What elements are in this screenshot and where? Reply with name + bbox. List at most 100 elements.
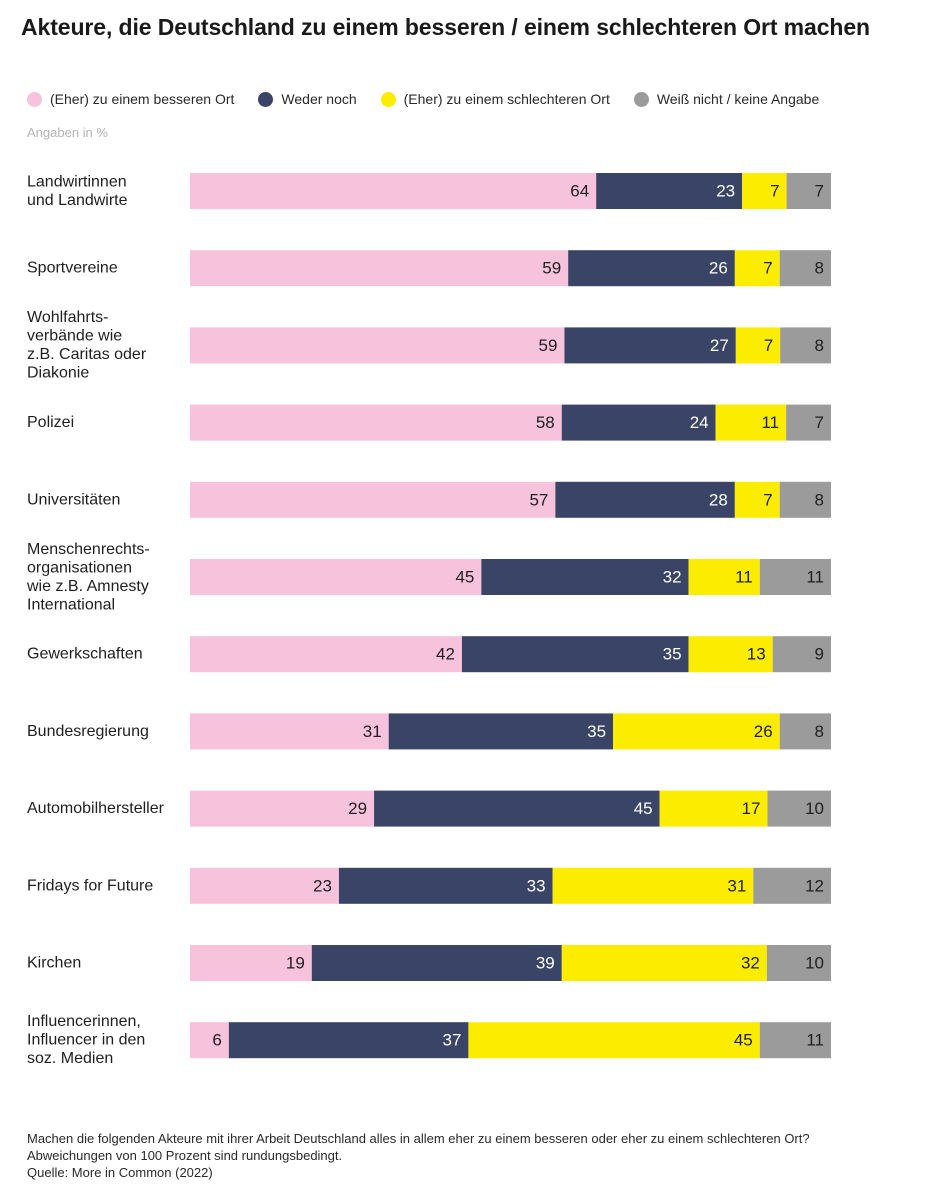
- bar-segment-worse: [561, 945, 767, 981]
- data-label-worse: 11: [761, 413, 779, 432]
- category-label: Universitäten: [27, 491, 120, 508]
- category-label: Fridays for Future: [27, 877, 153, 894]
- category-label-line: verbände wie: [27, 328, 122, 345]
- data-label-dontknow: 10: [805, 954, 824, 973]
- category-label: Wohlfahrts-verbände wie z.B. Caritas oder…: [27, 309, 147, 382]
- data-label-dontknow: 9: [815, 645, 824, 664]
- category-label-line: Influencer in den: [27, 1032, 145, 1049]
- bar-segment-better: [190, 173, 597, 209]
- category-label-line: Wohlfahrts-: [27, 309, 109, 326]
- legend: (Eher) zu einem besseren Ort Weder noch …: [27, 89, 843, 109]
- bar-segment-worse: [688, 636, 773, 673]
- bar-segment-dontknow: [779, 713, 831, 750]
- bar-segment-dontknow: [767, 790, 831, 827]
- bar-segment-dontknow: [766, 945, 831, 981]
- category-label-line: soz. Medien: [27, 1050, 113, 1067]
- footer-notes: Machen die folgenden Akteure mit ihrer A…: [27, 1130, 810, 1181]
- footer-question: Machen die folgenden Akteure mit ihrer A…: [27, 1131, 810, 1146]
- bar-segment-neither: [481, 559, 689, 595]
- footer-rounding-note: Abweichungen von 100 Prozent sind rundun…: [27, 1148, 343, 1163]
- data-label-better: 59: [539, 336, 558, 355]
- data-label-worse: 7: [763, 259, 772, 278]
- category-label-line: organisationen: [27, 559, 132, 576]
- data-label-neither: 37: [442, 1031, 461, 1050]
- data-label-dontknow: 8: [815, 336, 824, 355]
- category-label: Polizei: [27, 414, 74, 431]
- category-label: Landwirtinnen und Landwirte: [27, 173, 128, 209]
- bar-segment-dontknow: [786, 173, 831, 209]
- bar-segment-worse: [734, 481, 780, 518]
- bar-segment-better: [190, 636, 462, 673]
- data-label-worse: 7: [770, 182, 779, 201]
- category-label: Bundesregierung: [27, 723, 149, 740]
- data-label-neither: 35: [587, 722, 606, 741]
- category-label-line: Diakonie: [27, 365, 89, 382]
- data-label-dontknow: 11: [806, 568, 824, 587]
- stacked-bar-chart: Landwirtinnen und Landwirte 6 4 2 3 7 7 Sportver…: [26, 173, 831, 1067]
- bar-segment-dontknow: [753, 867, 831, 904]
- data-label-worse: 7: [763, 490, 772, 509]
- bar-segment-worse: [715, 404, 787, 441]
- legend-label-neither: Weder noch: [281, 91, 357, 107]
- bar-segment-dontknow: [780, 327, 831, 364]
- bar-segment-better: [190, 327, 565, 364]
- category-label-line: Bundesregierung: [27, 723, 149, 740]
- category-label-line: Menschenrechts-: [27, 541, 150, 558]
- bar-segment-better: [190, 790, 375, 827]
- data-label-better: 45: [455, 568, 474, 587]
- bar-segment-neither: [338, 867, 553, 904]
- data-label-neither: 33: [527, 876, 546, 895]
- bar-segment-neither: [461, 636, 689, 673]
- legend-item-neither: Weder noch: [258, 91, 357, 107]
- category-label-line: Influencerinnen,: [27, 1013, 141, 1030]
- data-label-worse: 11: [735, 568, 753, 587]
- data-label-worse: 32: [741, 954, 760, 973]
- data-label-better: 59: [542, 259, 561, 278]
- bar-segment-better: [190, 250, 569, 287]
- category-label: Automobilhersteller: [27, 800, 165, 817]
- data-label-neither: 32: [663, 568, 682, 587]
- legend-swatch-better: [27, 91, 42, 107]
- legend-swatch-dontknow: [633, 91, 649, 107]
- bar-segment-dontknow: [759, 559, 831, 595]
- legend-label-better: (Eher) zu einem besseren Ort: [50, 91, 235, 107]
- bar-segment-better: [190, 867, 339, 904]
- bar-segment-better: [190, 713, 389, 750]
- bar-segment-better: [190, 481, 556, 518]
- data-label-dontknow: 7: [815, 182, 824, 201]
- data-label-better: 42: [436, 645, 455, 664]
- data-label-neither: 23: [716, 182, 735, 201]
- bar-segment-neither: [555, 481, 735, 518]
- data-label-worse: 45: [734, 1031, 753, 1050]
- data-label-neither: 26: [709, 259, 728, 278]
- data-label-dontknow: 12: [805, 876, 824, 895]
- data-label-worse: 26: [754, 722, 773, 741]
- bar-segment-dontknow: [779, 481, 831, 518]
- data-label-neither: 24: [690, 413, 709, 432]
- data-label-worse: 31: [727, 876, 746, 895]
- bar-segment-better: [190, 404, 562, 441]
- data-label-dontknow: 8: [815, 259, 824, 278]
- legend-item-dontknow: Weiß nicht / keine Angabe: [633, 91, 820, 107]
- data-label-dontknow: 10: [805, 799, 824, 818]
- bar-segment-dontknow: [779, 250, 831, 287]
- category-label-line: Fridays for Future: [27, 877, 153, 894]
- legend-label-dontknow: Weiß nicht / keine Angabe: [656, 91, 820, 107]
- bar-segment-neither: [561, 404, 716, 441]
- data-label-worse: 17: [742, 799, 761, 818]
- category-label-line: Gewerkschaften: [27, 646, 143, 663]
- category-label: Influencerinnen, Influencer in den soz. Me…: [27, 1013, 145, 1067]
- legend-label-worse: (Eher) zu einem schlechteren Ort: [403, 91, 610, 107]
- category-label-line: Sportvereine: [27, 260, 118, 277]
- bar-segment-worse: [659, 790, 768, 827]
- footer-source: Quelle: More in Common (2022): [27, 1165, 213, 1180]
- category-label-line: und Landwirte: [27, 192, 128, 209]
- bar-segment-worse: [735, 327, 781, 364]
- data-label-better: 31: [363, 722, 382, 741]
- category-label: Kirchen: [27, 955, 81, 972]
- data-label-better: 6: [212, 1031, 221, 1050]
- bar-segment-better: [190, 945, 312, 981]
- data-label-dontknow: 11: [806, 1031, 824, 1050]
- bar-segment-worse: [468, 1022, 760, 1059]
- bar-segment-dontknow: [786, 404, 831, 441]
